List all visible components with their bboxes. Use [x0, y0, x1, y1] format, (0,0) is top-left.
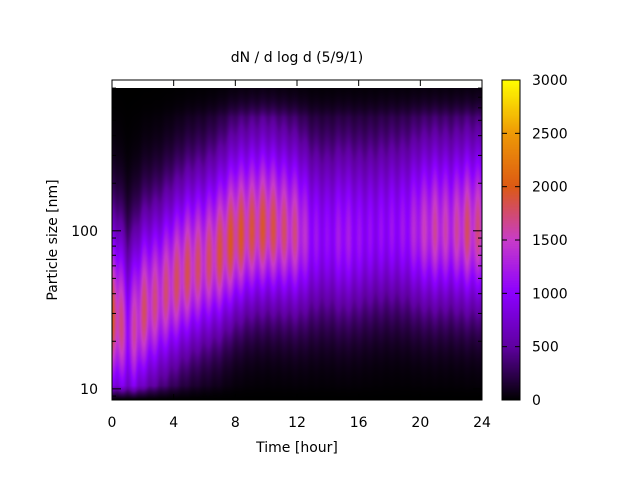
y-tick-label: 100 [71, 224, 98, 240]
colorbar-tick-label: 500 [532, 340, 559, 356]
colorbar-tick-label: 2000 [532, 180, 568, 196]
colorbar-ticks: 0 500 1000 1500 2000 2500 3000 [502, 73, 568, 409]
y-axis: 10 100 [71, 79, 482, 398]
x-tick-label: 16 [350, 415, 368, 431]
x-tick-label: 4 [169, 415, 178, 431]
x-tick-label: 24 [473, 415, 491, 431]
colorbar-tick-label: 1500 [532, 233, 568, 249]
x-tick-label: 12 [288, 415, 306, 431]
colorbar: 0 500 1000 1500 2000 2500 3000 [501, 73, 568, 409]
x-tick-label: 20 [411, 415, 429, 431]
heatmap-image [112, 88, 482, 400]
colorbar-tick-label: 1000 [532, 286, 568, 302]
colorbar-tick-label: 2500 [532, 126, 568, 142]
y-tick-label: 10 [80, 382, 98, 398]
x-axis-label: Time [hour] [255, 440, 338, 456]
colorbar-tick-label: 3000 [532, 73, 568, 89]
plot-area [111, 79, 483, 401]
x-tick-label: 0 [108, 415, 117, 431]
x-tick-label: 8 [231, 415, 240, 431]
colorbar-gradient [502, 80, 520, 400]
chart-title: dN / d log d (5/9/1) [231, 50, 364, 66]
y-axis-label: Particle size [nm] [45, 179, 61, 300]
colorbar-tick-label: 0 [532, 393, 541, 409]
x-axis: 0 4 8 12 16 20 24 [108, 80, 491, 431]
